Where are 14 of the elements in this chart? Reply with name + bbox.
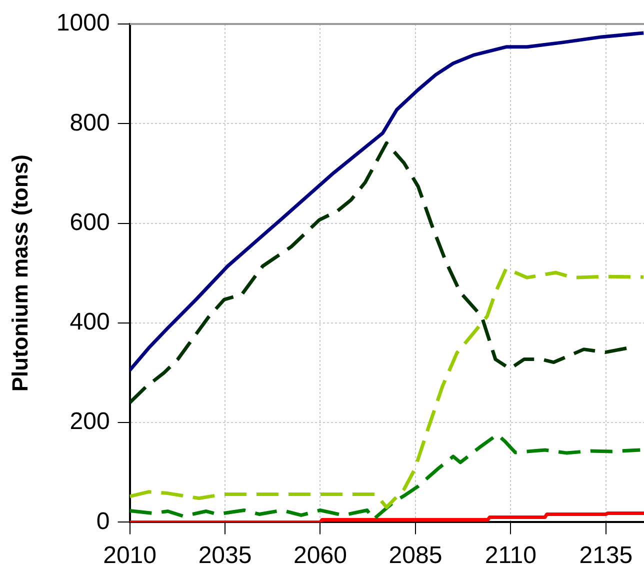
y-tick-label: 600	[70, 208, 110, 236]
y-axis-title: Plutonium mass (tons)	[7, 154, 32, 392]
x-tick-label: 2135	[579, 542, 633, 570]
x-tick-label: 2085	[388, 542, 442, 570]
x-tick-label: 2035	[198, 542, 252, 570]
y-tick-label: 400	[70, 308, 110, 336]
x-tick-label: 2060	[294, 542, 347, 570]
x-tick-label: 2110	[484, 542, 536, 570]
line-series	[130, 266, 644, 510]
x-tick-label: 2010	[103, 542, 156, 570]
y-tick-label: 200	[70, 408, 110, 436]
y-tick-label: 1000	[56, 10, 110, 37]
y-tick-label: 800	[70, 109, 110, 136]
y-tick-label: 0	[96, 508, 110, 535]
